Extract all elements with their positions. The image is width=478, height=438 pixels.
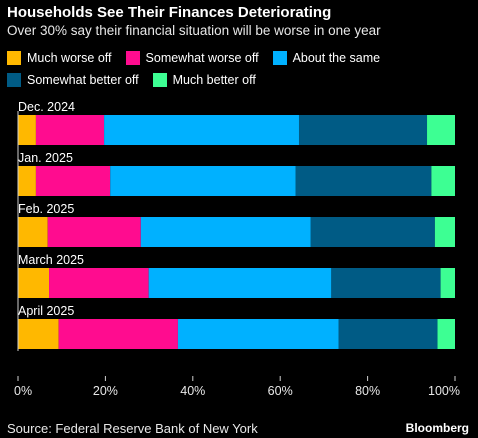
legend-item-somewhat-worse: Somewhat worse off	[125, 51, 259, 65]
bar-much-worse-off-april-2025	[18, 319, 59, 349]
x-tick-label-0: 0%	[14, 384, 32, 398]
bar-somewhat-worse-off-april-2025	[58, 319, 178, 349]
bar-much-better-off-march-2025	[440, 268, 455, 298]
bar-much-worse-off-jan-2025	[18, 166, 36, 196]
legend-label-somewhat-worse: Somewhat worse off	[145, 51, 259, 65]
x-tick-label-40: 40%	[180, 384, 205, 398]
bar-much-worse-off-dec-2024	[18, 115, 36, 145]
bloomberg-logo: Bloomberg	[405, 421, 469, 435]
legend-item-about-same: About the same	[272, 51, 381, 65]
source-note: Source: Federal Reserve Bank of New York	[7, 421, 258, 436]
bar-somewhat-better-off-feb-2025	[310, 217, 435, 247]
bar-much-worse-off-feb-2025	[18, 217, 48, 247]
bar-somewhat-better-off-jan-2025	[295, 166, 432, 196]
bar-somewhat-worse-off-jan-2025	[35, 166, 111, 196]
legend-swatch-much-better	[152, 73, 167, 87]
bar-somewhat-better-off-march-2025	[331, 268, 441, 298]
category-label-jan-2025: Jan. 2025	[18, 151, 73, 165]
legend-item-somewhat-better: Somewhat better off	[7, 73, 139, 87]
bar-somewhat-better-off-dec-2024	[298, 115, 428, 145]
bar-about-the-same-dec-2024	[104, 115, 299, 145]
legend-label-somewhat-better: Somewhat better off	[27, 73, 139, 87]
bar-much-worse-off-march-2025	[18, 268, 50, 298]
bar-about-the-same-march-2025	[148, 268, 332, 298]
bar-much-better-off-dec-2024	[427, 115, 455, 145]
legend-item-much-better: Much better off	[152, 73, 256, 87]
legend-label-much-better: Much better off	[172, 73, 256, 87]
chart-title: Households See Their Finances Deteriorat…	[7, 4, 332, 21]
category-label-feb-2025: Feb. 2025	[18, 202, 74, 216]
bar-somewhat-worse-off-feb-2025	[47, 217, 141, 247]
legend-swatch-somewhat-worse	[125, 51, 140, 65]
category-label-dec-2024: Dec. 2024	[18, 100, 75, 114]
category-label-april-2025: April 2025	[18, 304, 74, 318]
bar-about-the-same-feb-2025	[140, 217, 311, 247]
legend-item-much-worse: Much worse off	[7, 51, 112, 65]
bar-somewhat-worse-off-dec-2024	[35, 115, 105, 145]
x-tick-label-60: 60%	[268, 384, 293, 398]
bar-much-better-off-april-2025	[437, 319, 455, 349]
bar-much-better-off-jan-2025	[431, 166, 455, 196]
bar-much-better-off-feb-2025	[434, 217, 455, 247]
legend-swatch-about-same	[272, 51, 287, 65]
bar-about-the-same-april-2025	[177, 319, 339, 349]
x-tick-label-80: 80%	[355, 384, 380, 398]
legend-label-much-worse: Much worse off	[27, 51, 112, 65]
legend-label-about-same: About the same	[292, 51, 381, 65]
legend: Much worse off Somewhat worse off About …	[7, 47, 472, 91]
chart-subtitle: Over 30% say their financial situation w…	[7, 23, 381, 38]
legend-swatch-much-worse	[7, 51, 21, 65]
category-label-march-2025: March 2025	[18, 253, 84, 267]
legend-row-1: Much worse off Somewhat worse off About …	[7, 47, 472, 69]
bar-somewhat-better-off-april-2025	[338, 319, 438, 349]
x-tick-label-100: 100%	[428, 384, 460, 398]
bar-about-the-same-jan-2025	[110, 166, 296, 196]
bar-somewhat-worse-off-march-2025	[49, 268, 149, 298]
legend-row-2: Somewhat better off Much better off	[7, 69, 472, 91]
legend-swatch-somewhat-better	[7, 73, 21, 87]
x-tick-label-20: 20%	[93, 384, 118, 398]
